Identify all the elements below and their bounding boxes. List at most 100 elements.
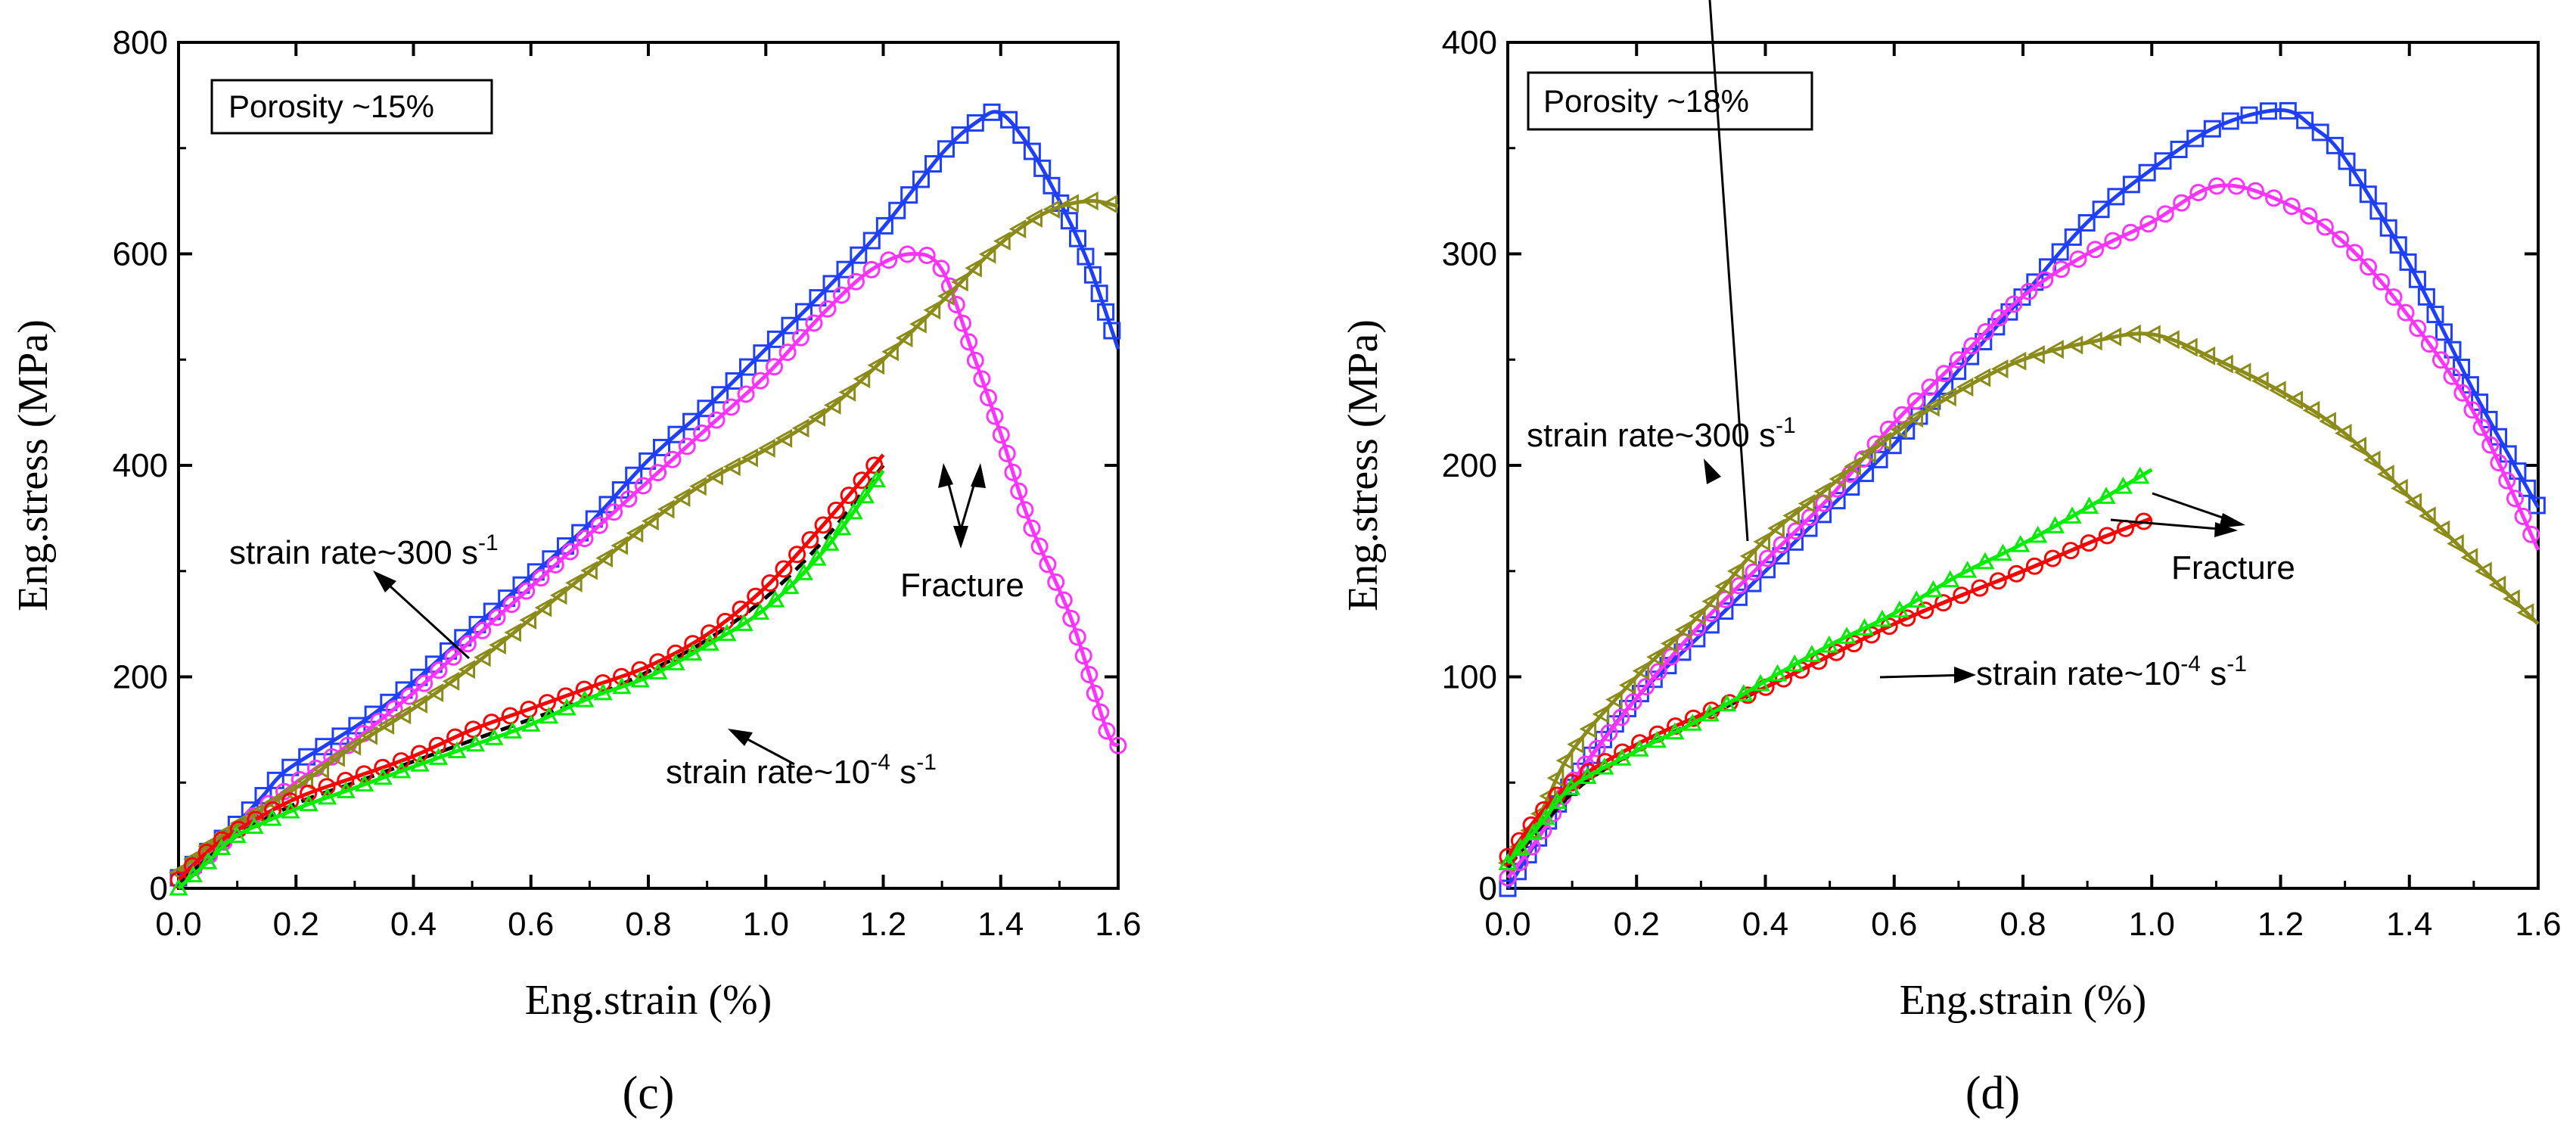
marker-blue-squares bbox=[1701, 616, 1720, 634]
y-tick-label: 800 bbox=[113, 24, 168, 61]
marker-red-circles bbox=[318, 778, 336, 796]
panel-d-plot-frame bbox=[1506, 41, 2540, 890]
marker-olive-triangles bbox=[2349, 437, 2367, 456]
marker-green-triangles bbox=[1941, 570, 1960, 588]
marker-magenta-circles bbox=[778, 344, 797, 362]
marker-magenta-circles bbox=[430, 661, 448, 679]
marker-olive-triangles bbox=[611, 536, 629, 555]
marker-green-triangles bbox=[1612, 748, 1632, 766]
x-tick-label: 1.4 bbox=[2386, 906, 2432, 943]
marker-olive-triangles bbox=[1567, 735, 1584, 754]
marker-magenta-circles bbox=[2397, 303, 2415, 322]
marker-green-triangles bbox=[1647, 730, 1667, 748]
marker-magenta-circles bbox=[1921, 378, 1939, 396]
marker-blue-squares bbox=[1077, 247, 1095, 266]
series-black-dashed bbox=[177, 464, 885, 885]
marker-magenta-circles bbox=[2514, 508, 2532, 526]
marker-olive-triangles bbox=[263, 793, 281, 813]
x-tick-label: 0.4 bbox=[1742, 906, 1788, 943]
marker-olive-triangles bbox=[2085, 331, 2102, 351]
marker-green-triangles bbox=[429, 748, 449, 765]
panel-c: 0.0 0.2 0.4 0.6 0.8 1.0 1.2 1.4 1.6 0 200 400 600 80… bbox=[10, 24, 1142, 1119]
marker-olive-triangles bbox=[2319, 412, 2336, 431]
marker-magenta-circles bbox=[1906, 392, 1925, 410]
marker-magenta-circles bbox=[2481, 436, 2500, 454]
marker-magenta-circles bbox=[2208, 177, 2226, 195]
marker-green-triangles bbox=[1768, 664, 1788, 682]
marker-magenta-circles bbox=[517, 582, 536, 600]
marker-magenta-circles bbox=[649, 464, 667, 482]
marker-olive-triangles bbox=[673, 487, 691, 508]
marker-olive-triangles bbox=[1081, 191, 1098, 211]
marker-olive-triangles bbox=[1632, 661, 1650, 681]
marker-green-triangles bbox=[1975, 552, 1995, 570]
marker-red-circles bbox=[575, 680, 593, 698]
marker-olive-triangles bbox=[881, 342, 899, 362]
marker-green-triangles bbox=[212, 838, 231, 856]
marker-magenta-circles bbox=[2360, 258, 2378, 276]
panel-c-legend-text: Porosity ~15% bbox=[228, 89, 434, 124]
marker-green-triangles bbox=[198, 852, 218, 869]
marker-magenta-circles bbox=[1047, 573, 1065, 591]
marker-olive-triangles bbox=[1890, 420, 1907, 440]
marker-green-triangles bbox=[648, 662, 668, 679]
marker-olive-triangles bbox=[2216, 354, 2233, 374]
panel-c-low-rate-unit: s bbox=[890, 754, 916, 791]
marker-green-triangles bbox=[1511, 838, 1530, 856]
marker-red-circles bbox=[2043, 549, 2062, 568]
marker-magenta-circles bbox=[620, 490, 638, 508]
series-green-triangles bbox=[1498, 466, 2153, 870]
marker-red-circles bbox=[465, 720, 483, 739]
marker-olive-triangles bbox=[2516, 603, 2534, 623]
panel-c-y-ticks: 0 200 400 600 800 bbox=[113, 24, 1118, 907]
marker-green-triangles bbox=[1854, 618, 1875, 636]
marker-magenta-circles bbox=[1758, 549, 1776, 568]
marker-red-circles bbox=[701, 624, 719, 642]
panel-c-low-rate-arrowhead bbox=[728, 729, 753, 746]
marker-blue-squares bbox=[281, 758, 300, 776]
marker-blue-squares bbox=[1757, 561, 1776, 579]
panel-d-low-rate-arrow bbox=[1879, 673, 1968, 679]
marker-olive-triangles bbox=[1661, 633, 1678, 653]
marker-green-triangles bbox=[766, 590, 785, 608]
marker-olive-triangles bbox=[393, 705, 412, 725]
marker-magenta-circles bbox=[1086, 684, 1104, 702]
marker-green-triangles bbox=[521, 714, 541, 732]
marker-magenta-circles bbox=[2372, 272, 2391, 291]
marker-blue-squares bbox=[2348, 169, 2366, 187]
marker-magenta-circles bbox=[1649, 663, 1667, 681]
marker-blue-squares bbox=[966, 114, 984, 132]
marker-magenta-circles bbox=[1588, 739, 1606, 757]
marker-magenta-circles bbox=[1990, 309, 2009, 327]
marker-green-triangles bbox=[183, 865, 203, 883]
marker-magenta-circles bbox=[1004, 463, 1022, 481]
marker-magenta-circles bbox=[2052, 260, 2071, 278]
marker-green-triangles bbox=[780, 577, 800, 595]
marker-blue-squares bbox=[2453, 359, 2471, 377]
marker-olive-triangles bbox=[1726, 561, 1745, 581]
marker-olive-triangles bbox=[1008, 219, 1027, 239]
x-tick-label: 0.0 bbox=[155, 906, 201, 943]
marker-magenta-circles bbox=[2173, 194, 2191, 212]
marker-blue-squares bbox=[298, 748, 316, 766]
marker-red-circles bbox=[2062, 542, 2080, 560]
marker-blue-squares bbox=[2379, 219, 2397, 237]
marker-blue-squares bbox=[542, 550, 560, 568]
marker-olive-triangles bbox=[642, 512, 659, 531]
marker-olive-triangles bbox=[1605, 689, 1623, 710]
marker-olive-triangles bbox=[1555, 751, 1574, 770]
y-tick-label: 400 bbox=[1442, 24, 1497, 61]
marker-olive-triangles bbox=[328, 748, 345, 767]
marker-blue-squares bbox=[2389, 236, 2407, 254]
panel-d-low-rate-exponent: -4 bbox=[2180, 651, 2201, 676]
marker-blue-squares bbox=[822, 275, 841, 293]
marker-olive-triangles bbox=[426, 683, 444, 703]
marker-blue-squares bbox=[2107, 188, 2125, 206]
panel-d: 0.0 0.2 0.4 0.6 0.8 1.0 1.2 1.4 1.6 0 100 200 300 40… bbox=[1340, 0, 2562, 1119]
marker-olive-triangles bbox=[580, 561, 598, 580]
marker-magenta-circles bbox=[2409, 319, 2427, 337]
marker-blue-squares bbox=[2203, 120, 2221, 138]
marker-red-circles bbox=[520, 700, 538, 718]
marker-olive-triangles bbox=[2124, 324, 2141, 344]
